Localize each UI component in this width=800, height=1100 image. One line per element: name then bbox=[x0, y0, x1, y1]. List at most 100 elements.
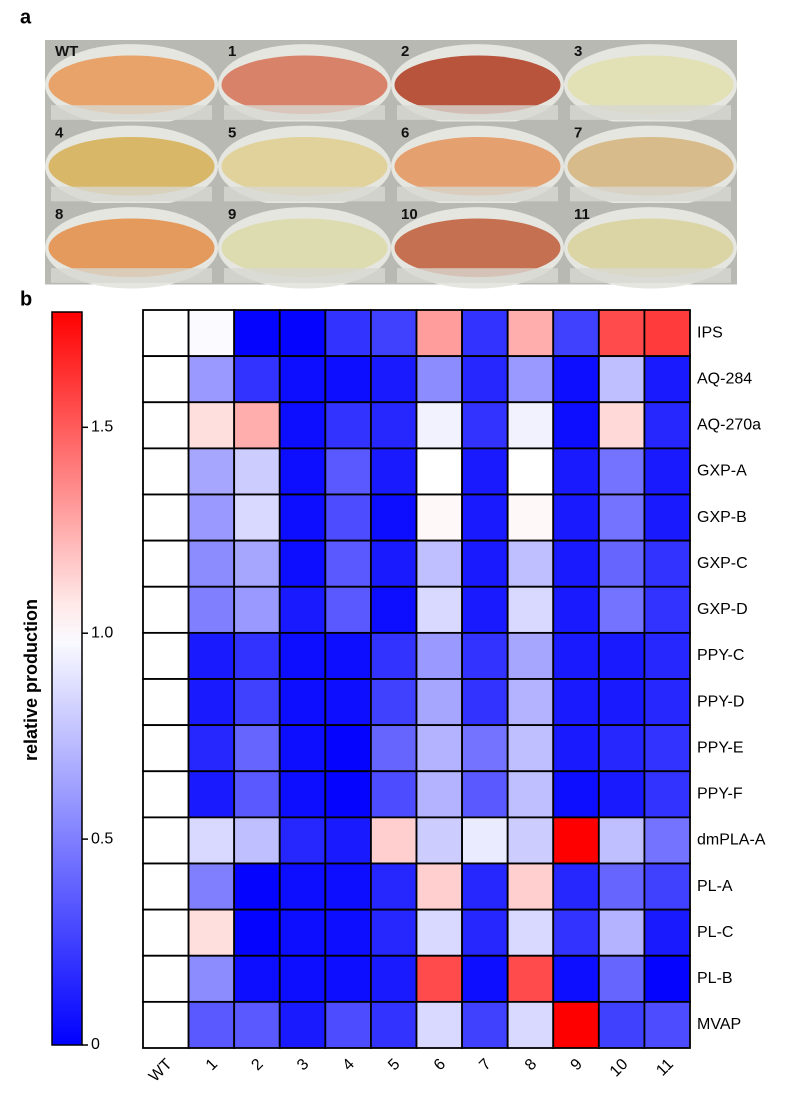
flask-liquid bbox=[394, 218, 561, 278]
heatmap-cell bbox=[142, 493, 190, 542]
flask-liquid bbox=[221, 55, 388, 115]
heatmap-cell bbox=[506, 401, 555, 450]
heatmap-cell bbox=[233, 816, 281, 865]
panel-label: a bbox=[20, 6, 32, 28]
flask-base bbox=[224, 268, 385, 283]
heatmap-cell bbox=[233, 954, 281, 1003]
heatmap-cell bbox=[552, 1000, 600, 1049]
flask-label: 10 bbox=[401, 206, 418, 223]
heatmap-cell bbox=[461, 908, 509, 957]
heatmap-cell bbox=[552, 401, 600, 450]
heatmap-cell bbox=[278, 447, 327, 496]
heatmap-cell bbox=[415, 355, 463, 404]
row-label: GXP-B bbox=[697, 509, 747, 526]
flask-liquid bbox=[567, 136, 734, 196]
heatmap-cell bbox=[506, 539, 555, 588]
heatmap-cell bbox=[324, 355, 372, 404]
heatmap-cell bbox=[643, 493, 691, 542]
heatmap-cell bbox=[370, 309, 418, 358]
row-label: PPY-D bbox=[697, 693, 744, 710]
heatmap-cell bbox=[324, 539, 372, 588]
heatmap-cell bbox=[142, 770, 190, 819]
flask-base bbox=[570, 105, 731, 120]
heatmap-cell bbox=[233, 493, 281, 542]
colorbar-tick-label: 0 bbox=[91, 1036, 100, 1053]
heatmap-cell bbox=[415, 1000, 463, 1049]
heatmap-cell bbox=[415, 493, 463, 542]
heatmap-cell bbox=[324, 447, 372, 496]
heatmap-cell bbox=[552, 954, 600, 1003]
flask-label: 11 bbox=[574, 206, 590, 223]
heatmap-cell bbox=[187, 908, 236, 957]
heatmap-cell bbox=[461, 678, 509, 727]
heatmap-cell bbox=[461, 539, 509, 588]
heatmap-cell bbox=[370, 954, 418, 1003]
column-label: 3 bbox=[294, 1056, 312, 1074]
heatmap-cell bbox=[506, 678, 555, 727]
heatmap-cell bbox=[461, 816, 509, 865]
heatmap-cell bbox=[643, 678, 691, 727]
heatmap-cell bbox=[233, 862, 281, 911]
heatmap-cell bbox=[187, 631, 236, 680]
heatmap-cell bbox=[415, 631, 463, 680]
column-label: 1 bbox=[203, 1056, 221, 1074]
heatmap-cell bbox=[415, 862, 463, 911]
row-label: PPY-E bbox=[697, 739, 744, 756]
heatmap-cell bbox=[506, 585, 555, 634]
heatmap-cell bbox=[461, 1000, 509, 1049]
heatmap-cell bbox=[597, 954, 646, 1003]
heatmap-cell bbox=[461, 493, 509, 542]
heatmap-cell bbox=[278, 724, 327, 773]
heatmap-cell bbox=[370, 447, 418, 496]
flask-liquid bbox=[567, 55, 734, 115]
heatmap-cell bbox=[643, 631, 691, 680]
heatmap-cell bbox=[233, 1000, 281, 1049]
heatmap-cell bbox=[461, 401, 509, 450]
heatmap-cell bbox=[461, 355, 509, 404]
heatmap-cell bbox=[142, 447, 190, 496]
row-label: PPY-F bbox=[697, 786, 743, 803]
heatmap-cell bbox=[370, 908, 418, 957]
heatmap-cell bbox=[278, 493, 327, 542]
panel-label: b bbox=[20, 288, 32, 310]
flask-base bbox=[397, 186, 558, 202]
heatmap-cell bbox=[597, 539, 646, 588]
flask-liquid bbox=[567, 218, 734, 278]
heatmap-cell bbox=[278, 355, 327, 404]
heatmap-cell bbox=[142, 862, 190, 911]
column-label: 9 bbox=[568, 1056, 586, 1074]
heatmap-cell bbox=[324, 954, 372, 1003]
flask-liquid bbox=[394, 136, 561, 196]
heatmap-cell bbox=[233, 355, 281, 404]
heatmap-cell bbox=[461, 447, 509, 496]
heatmap-cell bbox=[233, 724, 281, 773]
heatmap-cell bbox=[142, 539, 190, 588]
heatmap-cell bbox=[370, 355, 418, 404]
column-label: 5 bbox=[385, 1056, 403, 1074]
flask-label: 8 bbox=[55, 206, 63, 223]
heatmap-cell bbox=[552, 355, 600, 404]
heatmap-cell bbox=[506, 862, 555, 911]
heatmap-cell bbox=[370, 539, 418, 588]
row-label: PL-C bbox=[697, 924, 733, 941]
column-label: 2 bbox=[248, 1056, 266, 1074]
heatmap-cell bbox=[142, 631, 190, 680]
heatmap-cell bbox=[506, 493, 555, 542]
heatmap-cell bbox=[506, 816, 555, 865]
heatmap-cell bbox=[370, 678, 418, 727]
heatmap-cell bbox=[552, 631, 600, 680]
heatmap-cell bbox=[324, 631, 372, 680]
heatmap-cell bbox=[370, 585, 418, 634]
heatmap-cell bbox=[142, 355, 190, 404]
heatmap-cell bbox=[187, 862, 236, 911]
flask-base bbox=[397, 268, 558, 283]
heatmap-cell bbox=[552, 493, 600, 542]
heatmap-cell bbox=[506, 631, 555, 680]
heatmap-cell bbox=[597, 770, 646, 819]
heatmap-cell bbox=[506, 447, 555, 496]
heatmap-cell bbox=[233, 770, 281, 819]
heatmap-cell bbox=[187, 954, 236, 1003]
column-label: 7 bbox=[476, 1056, 494, 1074]
flask-label: 3 bbox=[574, 43, 582, 60]
